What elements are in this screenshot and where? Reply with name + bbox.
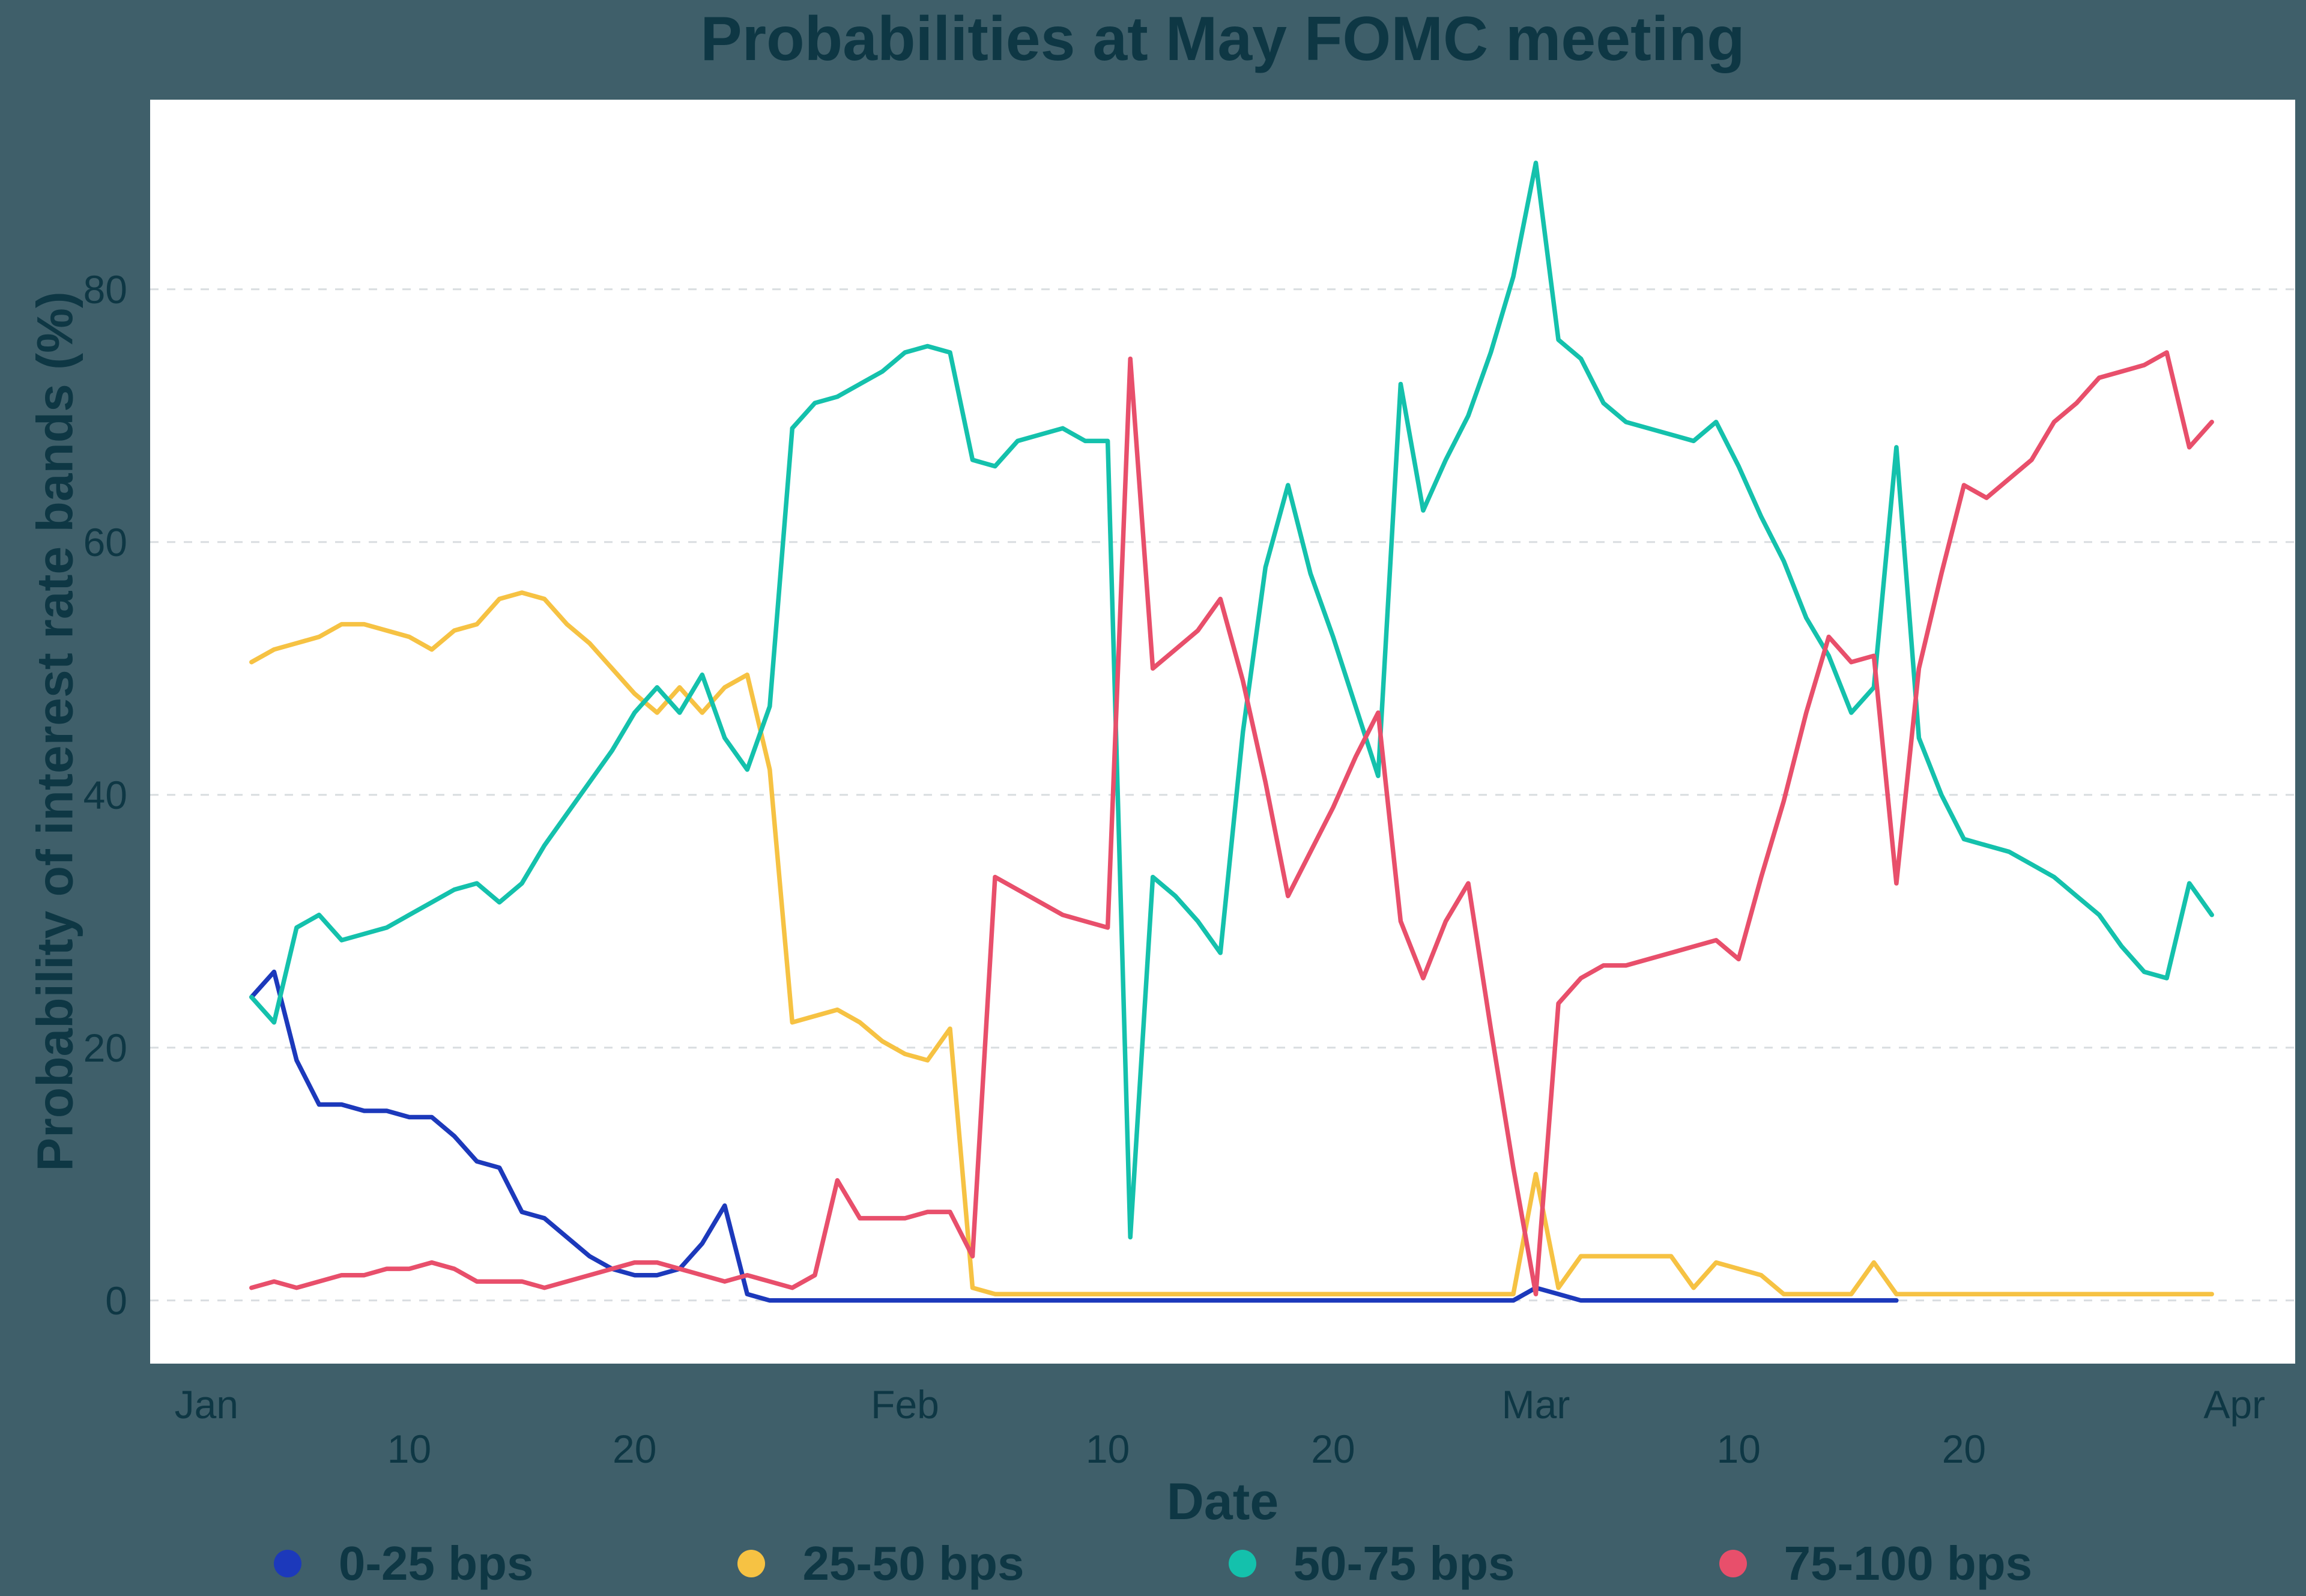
legend-dot-25-50-bps [737,1550,766,1577]
series-line-50-75-bps [249,160,2214,1240]
series-line-0-25-bps [249,969,1899,1303]
x-tick-day: 20 [613,1427,656,1471]
series-line-75-100-bps [249,350,2214,1296]
legend-item-75-100-bps[interactable]: 75-100 bps [1719,1536,2033,1591]
legend-label: 50-75 bps [1293,1537,1515,1590]
y-axis-title: Probability of interest rate bands (%) [26,291,83,1171]
plot-area [150,100,2295,1364]
y-tick-label: 60 [83,520,127,564]
x-tick-month: Mar [1502,1382,1570,1427]
legend-dot-50-75-bps [1228,1550,1256,1577]
x-tick-month: Apr [2203,1382,2265,1427]
legend-item-0-25-bps[interactable]: 0-25 bps [273,1536,534,1591]
x-tick-month: Jan [175,1382,238,1427]
x-tick-day: 10 [387,1427,431,1471]
legend-dot-75-100-bps [1719,1550,1747,1577]
legend-dot-0-25-bps [273,1550,301,1577]
x-tick-day: 20 [1942,1427,1986,1471]
legend-item-25-50-bps[interactable]: 25-50 bps [737,1536,1024,1591]
x-tick-day: 20 [1311,1427,1355,1471]
legend-label: 0-25 bps [338,1537,534,1590]
legend-label: 75-100 bps [1784,1537,2033,1590]
x-tick-month: Feb [871,1382,939,1427]
y-tick-label: 80 [83,267,127,312]
y-tick-label: 20 [83,1026,127,1070]
series-line-25-50-bps [249,590,2214,1296]
legend: 0-25 bps 25-50 bps 50-75 bps 75-100 bps [0,1536,2306,1591]
y-tick-label: 40 [83,773,127,817]
x-tick-day: 10 [1086,1427,1130,1471]
chart-title: Probabilities at May FOMC meeting [700,4,1745,74]
x-tick-day: 10 [1716,1427,1760,1471]
legend-item-50-75-bps[interactable]: 50-75 bps [1228,1536,1515,1591]
y-tick-label: 0 [105,1278,127,1323]
x-axis-title: Date [1166,1473,1279,1531]
legend-label: 25-50 bps [802,1537,1024,1590]
